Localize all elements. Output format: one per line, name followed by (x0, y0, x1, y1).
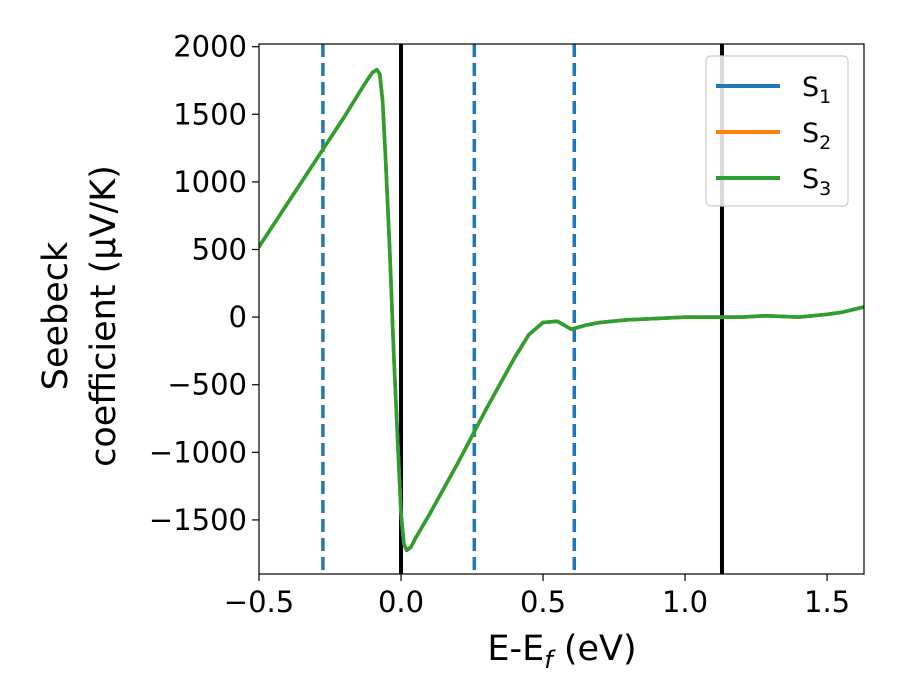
y-axis-ticks: 2000 1500 1000 500 0 −500 −1000 −1500 (149, 30, 259, 537)
y-tick-label: 1500 (173, 97, 247, 131)
legend: S1 S2 S3 (705, 55, 849, 207)
x-tick-label: 0.5 (520, 585, 566, 619)
y-tick-label: 500 (192, 233, 247, 267)
y-tick-label: 1000 (173, 165, 247, 199)
x-axis-title: E-Ef (eV) (487, 629, 636, 674)
legend-label-s3: S3 (802, 164, 831, 200)
x-tick-label: −0.5 (224, 585, 294, 619)
plot-frame (258, 43, 865, 575)
x-axis-title-unit: (eV) (553, 629, 637, 669)
y-axis-title-line2: coefficient (μV/K) (84, 165, 124, 467)
series-lines (259, 67, 864, 553)
series-line-s3 (259, 67, 864, 553)
y-axis-title: Seebeck coefficient (μV/K) (36, 165, 124, 467)
y-tick-label: 2000 (173, 30, 247, 64)
x-axis-ticks: −0.5 0.0 0.5 1.0 1.5 (224, 574, 850, 619)
legend-label-s1: S1 (802, 72, 831, 108)
y-tick-label: −1000 (149, 435, 247, 469)
y-tick-label: −500 (167, 368, 247, 402)
x-tick-label: 1.5 (804, 585, 850, 619)
y-axis-title-line1: Seebeck (36, 241, 76, 390)
x-tick-label: 0.0 (378, 585, 424, 619)
x-axis-title-main: E-E (487, 629, 544, 669)
y-tick-label: −1500 (149, 503, 247, 537)
y-tick-label: 0 (229, 300, 247, 334)
legend-label-s2: S2 (802, 118, 831, 154)
x-tick-label: 1.0 (662, 585, 708, 619)
